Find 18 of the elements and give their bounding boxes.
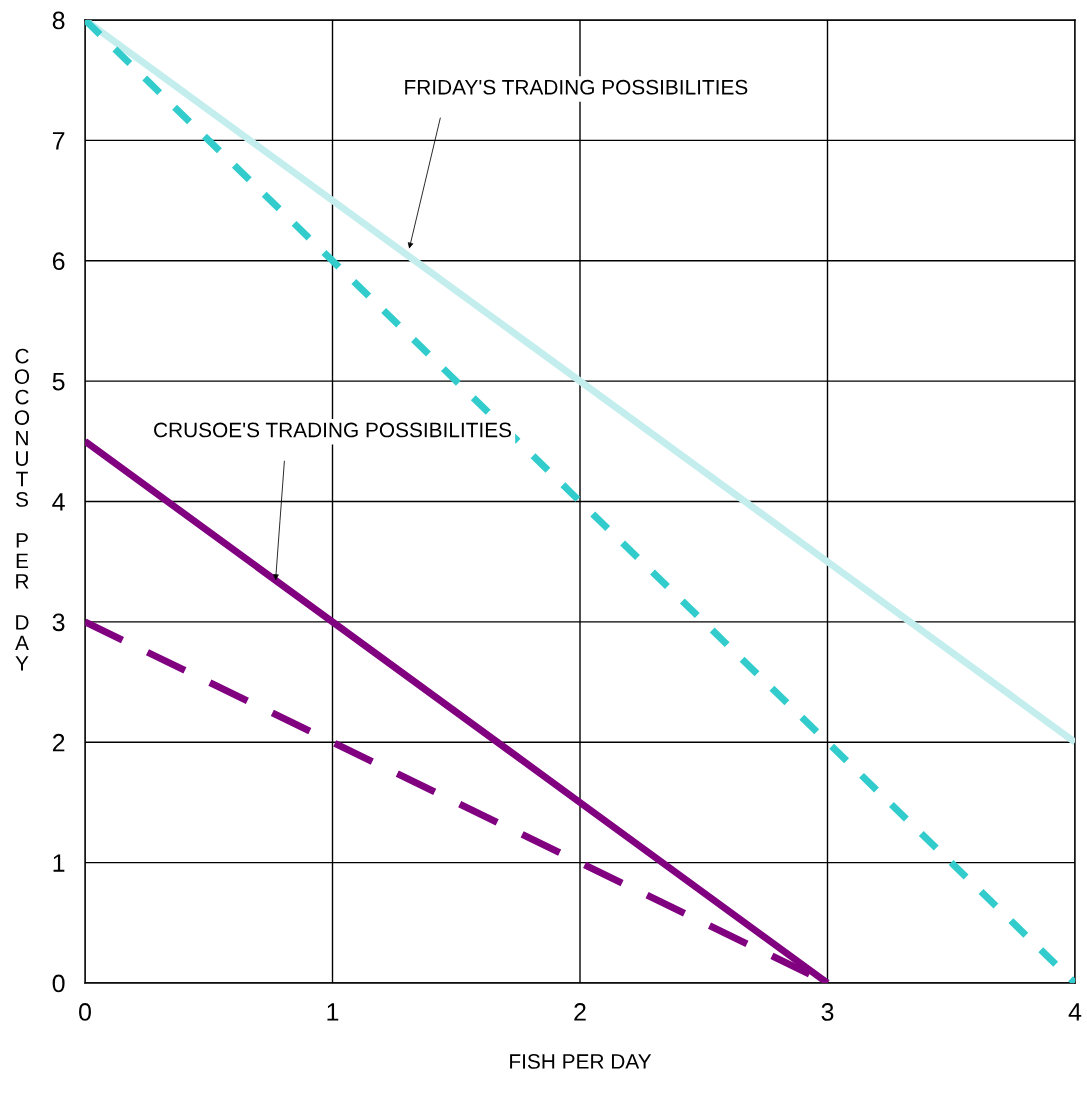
y-tick-label: 0	[52, 974, 65, 993]
x-tick-label: 4	[1068, 1003, 1082, 1021]
y-tick-label: 6	[52, 252, 65, 271]
x-tick-label: 3	[821, 1003, 834, 1021]
x-axis-title: FISH PER DAY	[510, 1054, 652, 1069]
y-tick-label: 2	[52, 733, 65, 752]
y-tick-label: 3	[52, 613, 65, 632]
x-tick-label: 1	[327, 1003, 339, 1021]
annotation: FRIDAY'S TRADING POSSIBILITIES	[405, 79, 748, 95]
y-tick-label: 5	[52, 372, 65, 391]
y-tick-label: 1	[53, 854, 65, 872]
x-tick-label: 0	[79, 1003, 91, 1021]
text: COCONUTS PER DAY	[14, 348, 30, 671]
y-tick-label: 7	[52, 132, 65, 150]
annotation: CRUSOE'S TRADING POSSIBILITIES	[154, 422, 512, 438]
y-tick-label: 8	[52, 11, 65, 30]
x-tick-label: 2	[574, 1003, 586, 1021]
y-tick-label: 4	[52, 493, 65, 511]
